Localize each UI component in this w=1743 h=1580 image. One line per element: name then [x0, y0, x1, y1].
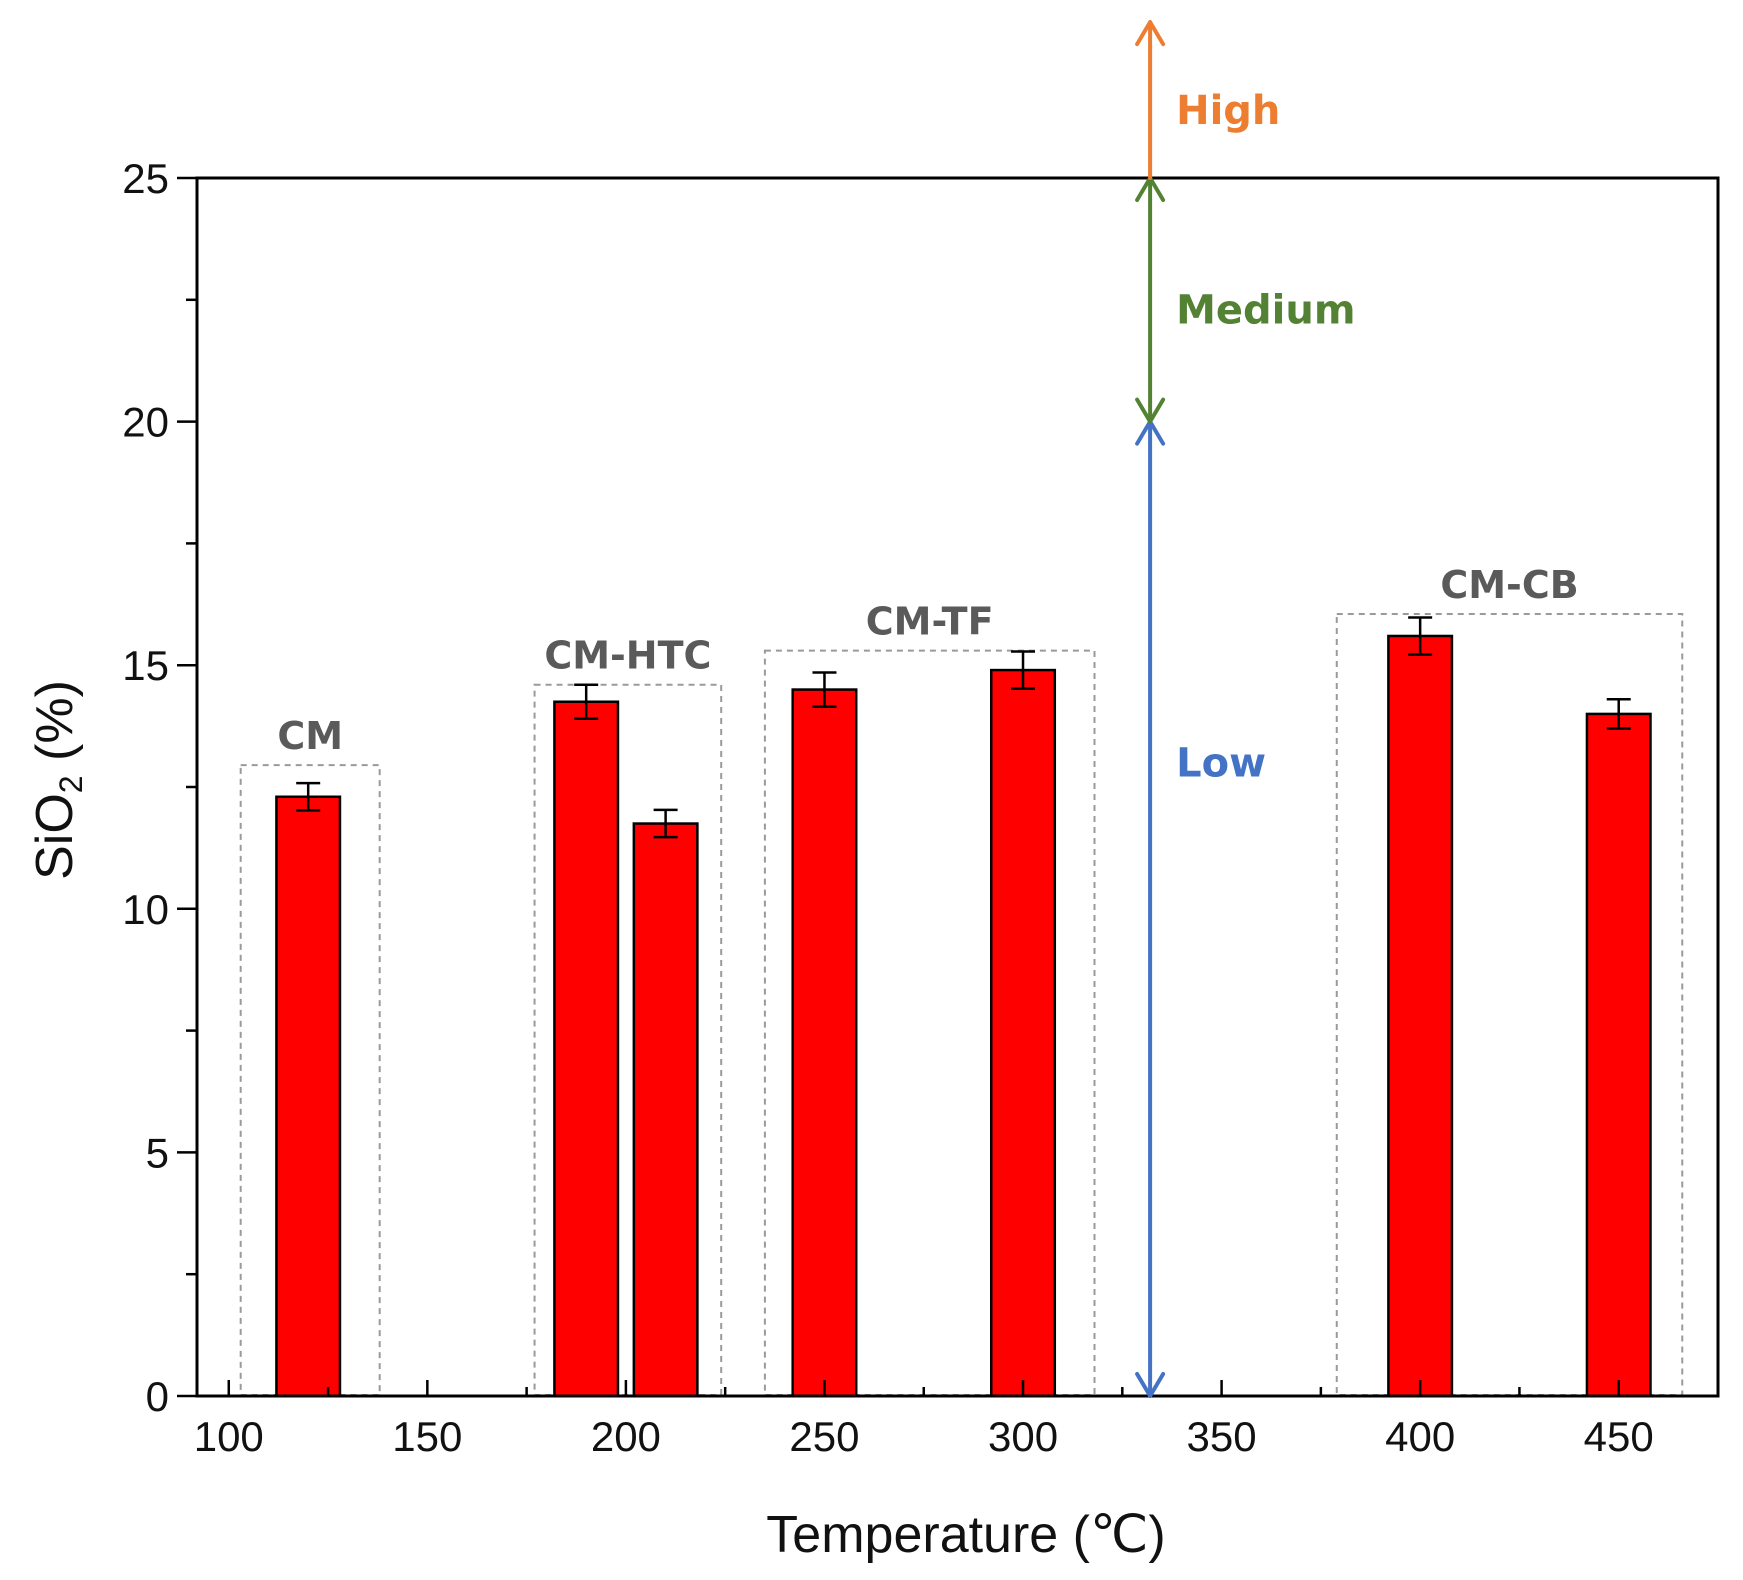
y-tick-label-25: 25 [122, 155, 169, 202]
range-arrows-layer: Low Medium High [1135, 20, 1356, 1398]
x-axis-title: Temperature (℃) [766, 1506, 1165, 1564]
x-tick-label-300: 300 [988, 1413, 1058, 1460]
y-tick-label-20: 20 [122, 399, 169, 446]
error-bar-1 [296, 781, 321, 812]
error-bar-7 [1606, 698, 1631, 730]
x-tick-label-400: 400 [1385, 1413, 1455, 1460]
bar-4 [791, 688, 858, 1398]
y-tick-label-0: 0 [146, 1373, 169, 1420]
y-axis-title-subscript: 2 [53, 775, 89, 793]
range-arrow-high [1135, 20, 1166, 180]
bar-5 [990, 668, 1057, 1398]
bar-6 [1387, 634, 1454, 1398]
axes-layer: 100 150 200 250 300 350 400 450 0 5 10 15 20 25 [122, 155, 1720, 1460]
group-label-cm-tf: CM-TF [866, 600, 994, 644]
bar-3 [632, 822, 699, 1398]
group-box-cm-tf [763, 649, 1096, 1396]
x-tick-label-100: 100 [194, 1413, 264, 1460]
bar-7 [1585, 712, 1652, 1398]
range-label-low: Low [1176, 741, 1266, 787]
arrowhead-down-icon [1135, 397, 1166, 424]
group-label-cm-htc: CM-HTC [544, 634, 711, 678]
bar-2 [553, 700, 620, 1398]
error-bar-4 [812, 671, 837, 708]
y-tick-label-15: 15 [122, 642, 169, 689]
y-axis-title-main: SiO [26, 793, 84, 880]
error-bar-5 [1011, 650, 1036, 690]
arrowhead-down-icon [1135, 1372, 1166, 1398]
x-tick-label-200: 200 [591, 1413, 661, 1460]
y-tick-label-10: 10 [122, 886, 169, 933]
error-bar-3 [653, 808, 678, 839]
group-label-cm-cb: CM-CB [1440, 563, 1578, 607]
range-arrow-low [1135, 419, 1166, 1398]
range-arrow-medium [1135, 176, 1166, 424]
x-tick-label-150: 150 [392, 1413, 462, 1460]
error-bar-2 [574, 683, 599, 721]
x-tick-label-250: 250 [789, 1413, 859, 1460]
x-tick-label-450: 450 [1584, 1413, 1654, 1460]
bar-1 [275, 795, 342, 1398]
arrowhead-up-icon [1135, 20, 1166, 47]
y-tick-label-5: 5 [146, 1129, 169, 1176]
bars-layer [275, 616, 1652, 1398]
y-axis-title-tail: (%) [26, 680, 84, 775]
range-label-high: High [1176, 88, 1280, 134]
group-boxes-layer: CM CM-HTC CM-TF CM-CB [239, 563, 1684, 1396]
error-bar-6 [1408, 616, 1433, 656]
group-label-cm: CM [277, 714, 343, 758]
x-tick-label-350: 350 [1187, 1413, 1257, 1460]
plot-frame [195, 176, 1720, 1398]
range-label-medium: Medium [1176, 288, 1355, 334]
y-axis-title: SiO2 (%) [26, 680, 89, 880]
